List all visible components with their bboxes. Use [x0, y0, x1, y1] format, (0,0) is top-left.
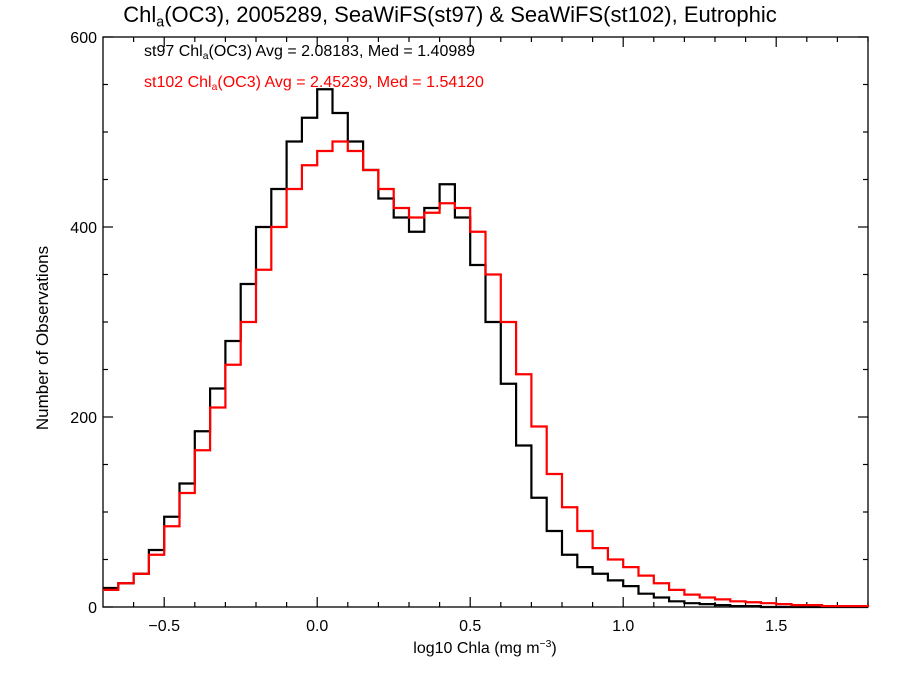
series-layer [103, 88, 870, 609]
y-axis-ticks: 0 200 400 600 [70, 30, 868, 617]
y-tick-label: 400 [70, 220, 97, 237]
chart-title: Chla(OC3), 2005289, SeaWiFS(st97) & SeaW… [123, 2, 777, 31]
x-tick-label: 1.5 [765, 618, 787, 635]
x-tick-label: 0.5 [459, 618, 481, 635]
series-st102-histogram [103, 140, 870, 608]
x-tick-label: 1.0 [612, 618, 634, 635]
y-axis-label: Number of Observations [33, 245, 52, 431]
legend-entry-st97: st97 Chla(OC3) Avg = 2.08183, Med = 1.40… [144, 43, 476, 63]
legend-entry-st102: st102 Chla(OC3) Avg = 2.45239, Med = 1.5… [144, 74, 484, 94]
y-tick-label: 0 [88, 600, 97, 617]
x-tick-label: 0.0 [306, 618, 328, 635]
series-st97-histogram [103, 88, 868, 609]
x-axis-ticks: −0.5 0.0 0.5 1.0 1.5 [133, 37, 869, 635]
y-tick-label: 600 [70, 30, 97, 47]
x-tick-label: −0.5 [148, 618, 180, 635]
y-tick-label: 200 [70, 410, 97, 427]
x-axis-label: log10 Chla (mg m−3) [413, 639, 557, 658]
